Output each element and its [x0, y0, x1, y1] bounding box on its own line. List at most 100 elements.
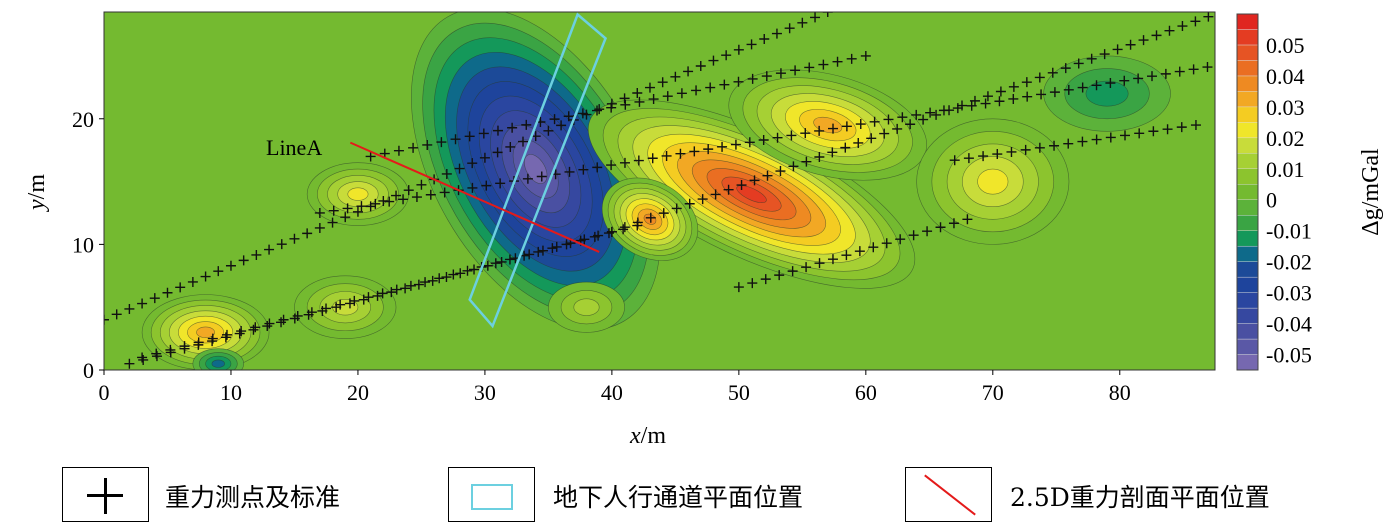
survey-point: [151, 351, 162, 362]
survey-point: [250, 322, 261, 333]
colorbar-tick-label: 0: [1266, 188, 1277, 213]
survey-point: [822, 12, 833, 17]
survey-point: [644, 82, 655, 93]
survey-point: [922, 226, 933, 237]
survey-point: [1034, 72, 1045, 83]
survey-point: [1164, 25, 1175, 36]
survey-point: [1063, 84, 1074, 95]
survey-point: [441, 168, 452, 179]
survey-point: [797, 17, 808, 28]
survey-point: [708, 55, 719, 66]
legend-box-survey-point: [62, 467, 149, 522]
colorbar-bin: [1236, 13, 1259, 30]
survey-point: [469, 264, 480, 275]
survey-point: [957, 100, 968, 111]
survey-point: [1203, 12, 1214, 22]
contour-level: [977, 168, 1009, 195]
survey-point: [207, 336, 218, 347]
survey-point: [1138, 35, 1149, 46]
colorbar-frame: [1236, 13, 1259, 371]
survey-point: [481, 180, 492, 191]
survey-point: [619, 222, 630, 233]
survey-point: [661, 150, 672, 161]
colorbar-bin: [1236, 338, 1259, 355]
survey-point: [1174, 66, 1185, 77]
survey-point: [1190, 16, 1201, 27]
survey-point: [1151, 30, 1162, 41]
survey-point: [1202, 62, 1213, 73]
survey-point: [492, 147, 503, 158]
y-axis: 0 10 20: [72, 107, 104, 383]
survey-point: [496, 256, 507, 267]
survey-point: [411, 192, 422, 203]
survey-point: [251, 249, 262, 260]
survey-point: [327, 217, 338, 228]
survey-point: [434, 273, 445, 284]
colorbar-bin: [1236, 106, 1259, 123]
survey-point: [398, 194, 409, 205]
survey-point: [775, 166, 786, 177]
survey-point: [1049, 140, 1060, 151]
survey-point: [220, 332, 231, 343]
survey-point: [710, 189, 721, 200]
survey-point: [645, 212, 656, 223]
survey-point: [522, 173, 533, 184]
colorbar-bin: [1236, 153, 1259, 169]
survey-point: [733, 282, 744, 293]
survey-point: [314, 222, 325, 233]
survey-point: [551, 241, 562, 252]
survey-point: [524, 249, 535, 260]
colorbar-bin: [1236, 307, 1259, 324]
survey-point: [264, 244, 275, 255]
colorbar-tick-label: 0.03: [1266, 95, 1305, 120]
survey-point: [1008, 93, 1019, 104]
survey-point: [705, 82, 716, 93]
survey-point: [478, 128, 489, 139]
colorbar-bin: [1236, 292, 1259, 309]
survey-point: [1091, 80, 1102, 91]
survey-point: [881, 238, 892, 249]
survey-point: [868, 242, 879, 253]
survey-point: [994, 96, 1005, 107]
tunnel-outline: [468, 12, 608, 329]
survey-point: [200, 271, 211, 282]
survey-point: [179, 341, 190, 352]
survey-point: [695, 60, 706, 71]
survey-point: [561, 239, 572, 250]
colorbar: 0.05 0.04 0.03 0.02 0.01 0 -0.01 -0.02 -0.03 -0.0…: [1236, 13, 1312, 371]
survey-point: [420, 277, 431, 288]
survey-point: [536, 171, 547, 182]
contour-level: [573, 298, 600, 316]
survey-point: [1077, 136, 1088, 147]
survey-point: [647, 153, 658, 164]
survey-point: [620, 99, 631, 110]
contour-level: [736, 185, 767, 204]
survey-point: [549, 114, 560, 125]
survey-point: [827, 254, 838, 265]
survey-point: [1133, 73, 1144, 84]
survey-point: [448, 269, 459, 280]
survey-point: [111, 309, 122, 320]
survey-point: [1086, 53, 1097, 64]
survey-point: [436, 137, 447, 148]
rectangle-icon: [471, 484, 513, 510]
survey-point: [342, 203, 353, 214]
x-axis: 0 10 20 30 40 50 60 70 80: [99, 370, 1131, 405]
survey-point: [963, 153, 974, 164]
survey-point: [1105, 78, 1116, 89]
survey-point: [684, 198, 695, 209]
survey-point: [363, 292, 374, 303]
survey-point: [866, 133, 877, 144]
survey-point: [403, 185, 414, 196]
survey-point: [801, 262, 812, 273]
survey-point: [827, 147, 838, 158]
colorbar-bin: [1236, 323, 1259, 340]
survey-point: [1216, 60, 1226, 70]
survey-point: [533, 246, 544, 257]
contour-level: [643, 213, 657, 225]
survey-point: [537, 245, 548, 256]
survey-point: [818, 59, 829, 70]
survey-point: [744, 137, 755, 148]
survey-point: [314, 207, 325, 218]
survey-point: [860, 50, 871, 61]
